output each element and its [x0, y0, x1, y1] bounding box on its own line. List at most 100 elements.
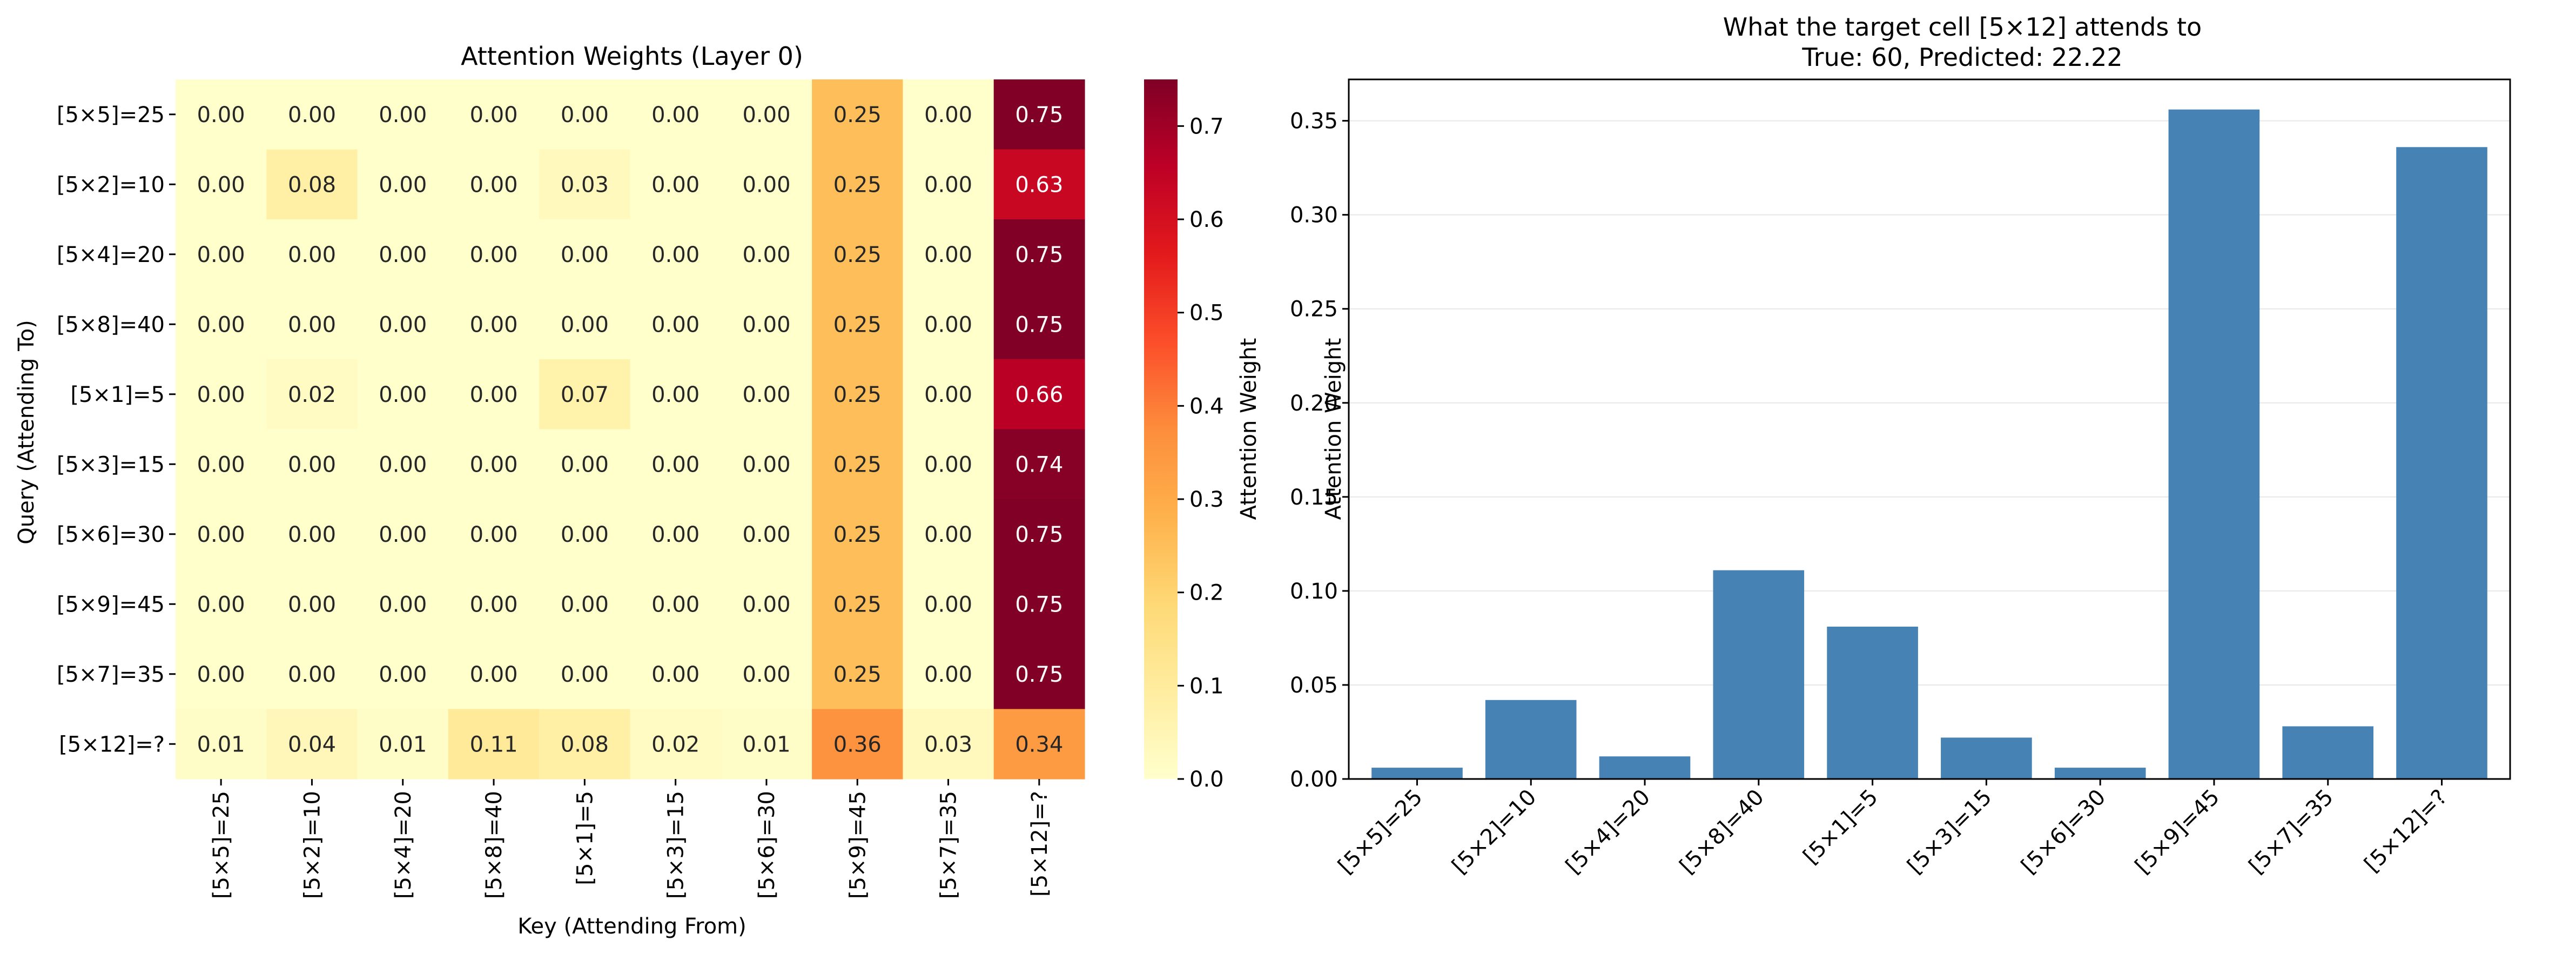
heatmap-y-tick-label: [5×5]=25 [57, 103, 165, 127]
heatmap-cell [176, 499, 267, 570]
heatmap-cell [357, 149, 449, 220]
heatmap-cell-label: 0.00 [924, 103, 972, 127]
heatmap-cell-label: 0.25 [833, 662, 882, 687]
heatmap-cell-label: 0.00 [197, 662, 245, 687]
heatmap-cell [266, 569, 358, 640]
heatmap-cell [903, 149, 994, 220]
bar-y-tick-label: 0.30 [1290, 203, 1338, 228]
heatmap-cell [448, 709, 540, 780]
heatmap-cell-label: 0.00 [651, 103, 700, 127]
heatmap-cell [448, 149, 540, 220]
bar-y-tick-label: 0.15 [1290, 485, 1338, 510]
heatmap-cell-label: 0.25 [833, 243, 882, 267]
bar-y-tick-label: 0.00 [1290, 767, 1338, 792]
heatmap-cell [721, 709, 812, 780]
bar-gridlines [1349, 120, 2510, 780]
heatmap-cell [176, 79, 267, 150]
heatmap-cell-label: 0.01 [197, 732, 245, 757]
heatmap-cell-label: 0.00 [651, 382, 700, 407]
heatmap-cell [630, 429, 722, 500]
bar-chart-subtitle: True: 60, Predicted: 22.22 [1801, 43, 2122, 72]
heatmap-cell-label: 0.01 [379, 732, 427, 757]
heatmap-cell-label: 0.25 [833, 382, 882, 407]
bar [1713, 570, 1805, 779]
heatmap-y-tick-label: [5×6]=30 [57, 522, 165, 547]
heatmap-cell [903, 429, 994, 500]
heatmap-cell [266, 709, 358, 780]
heatmap-cell-label: 0.08 [288, 172, 336, 197]
heatmap-cell-label: 0.00 [742, 172, 790, 197]
heatmap-cells: 0.00 0.00 0.00 0.00 0.00 0.00 0.00 0.25 0.00 0.75… [176, 79, 1085, 780]
heatmap-cell-label: 0.00 [651, 522, 700, 547]
heatmap-cell-label: 0.25 [833, 452, 882, 477]
heatmap-cell-label: 0.01 [742, 732, 790, 757]
bar-x-tick-label: [5×3]=15 [1902, 785, 1996, 879]
heatmap-cell-label: 0.00 [288, 312, 336, 337]
heatmap-cell [812, 709, 903, 780]
heatmap-cell-label: 0.00 [924, 243, 972, 267]
heatmap-cell-label: 0.75 [1015, 103, 1063, 127]
heatmap-cell-label: 0.75 [1015, 662, 1063, 687]
heatmap-cell-label: 0.00 [197, 243, 245, 267]
heatmap-cell [630, 639, 722, 710]
heatmap-cell [903, 639, 994, 710]
heatmap-cell-label: 0.00 [197, 592, 245, 617]
heatmap-cell-label: 0.00 [742, 592, 790, 617]
heatmap-cell [721, 429, 812, 500]
bar [1371, 768, 1463, 779]
bar-y-axis-label: Attention Weight [1321, 338, 1346, 520]
heatmap-cell [357, 359, 449, 430]
colorbar-ticks: 0.0 0.1 0.2 0.3 0.4 0.5 0.6 0.7 [1178, 114, 1224, 792]
heatmap-cell [993, 639, 1085, 710]
heatmap-cell-label: 0.74 [1015, 452, 1063, 477]
heatmap-cell-label: 0.00 [561, 103, 609, 127]
colorbar-tick-label: 0.2 [1189, 581, 1224, 606]
heatmap-cell [721, 149, 812, 220]
heatmap-cell [812, 429, 903, 500]
heatmap-cell-label: 0.00 [561, 243, 609, 267]
heatmap-x-axis-label: Key (Attending From) [517, 914, 746, 939]
heatmap-cell [448, 639, 540, 710]
heatmap-cell-label: 0.00 [379, 452, 427, 477]
heatmap-cell-label: 0.00 [470, 592, 518, 617]
heatmap-cell [448, 499, 540, 570]
heatmap-cell [721, 219, 812, 290]
colorbar-tick-label: 0.0 [1189, 767, 1224, 792]
heatmap-cell-label: 0.00 [742, 103, 790, 127]
heatmap-cell-label: 0.25 [833, 522, 882, 547]
heatmap-cell-label: 0.00 [288, 592, 336, 617]
heatmap-cell-label: 0.75 [1015, 312, 1063, 337]
heatmap-cell [357, 289, 449, 360]
heatmap-cell [630, 569, 722, 640]
heatmap-cell [993, 499, 1085, 570]
heatmap-y-tick-label: [5×4]=20 [57, 243, 165, 267]
heatmap-title: Attention Weights (Layer 0) [461, 42, 803, 71]
heatmap-cell [812, 79, 903, 150]
bar-x-tick-label: [5×1]=5 [1799, 785, 1883, 869]
heatmap-cell-label: 0.00 [924, 522, 972, 547]
heatmap-cell [176, 569, 267, 640]
heatmap-x-tick-label: [5×8]=40 [482, 791, 507, 899]
heatmap-cell-label: 0.00 [561, 592, 609, 617]
heatmap-cell [357, 709, 449, 780]
bar-x-tick-label: [5×9]=45 [2130, 785, 2224, 879]
heatmap-cell-label: 0.00 [197, 103, 245, 127]
heatmap-cell-label: 0.00 [379, 592, 427, 617]
bar-chart: What the target cell [5×12] attends to T… [1290, 12, 2511, 879]
heatmap-cell-label: 0.00 [379, 172, 427, 197]
bar-x-tick-label: [5×12]=? [2360, 785, 2452, 877]
heatmap-cell-label: 0.08 [561, 732, 609, 757]
heatmap-x-tick-label: [5×5]=25 [209, 791, 234, 899]
heatmap-cell [539, 289, 631, 360]
heatmap-cell-label: 0.00 [651, 662, 700, 687]
heatmap-cell-label: 0.00 [470, 103, 518, 127]
heatmap-cell [721, 289, 812, 360]
bar [1941, 737, 2032, 779]
heatmap-cell-label: 0.02 [288, 382, 336, 407]
heatmap-cell [448, 429, 540, 500]
heatmap-cell-label: 0.00 [742, 522, 790, 547]
heatmap-x-tick-label: [5×2]=10 [300, 791, 325, 899]
heatmap-cell [812, 639, 903, 710]
heatmap-cell-label: 0.00 [379, 312, 427, 337]
heatmap-cell [539, 569, 631, 640]
